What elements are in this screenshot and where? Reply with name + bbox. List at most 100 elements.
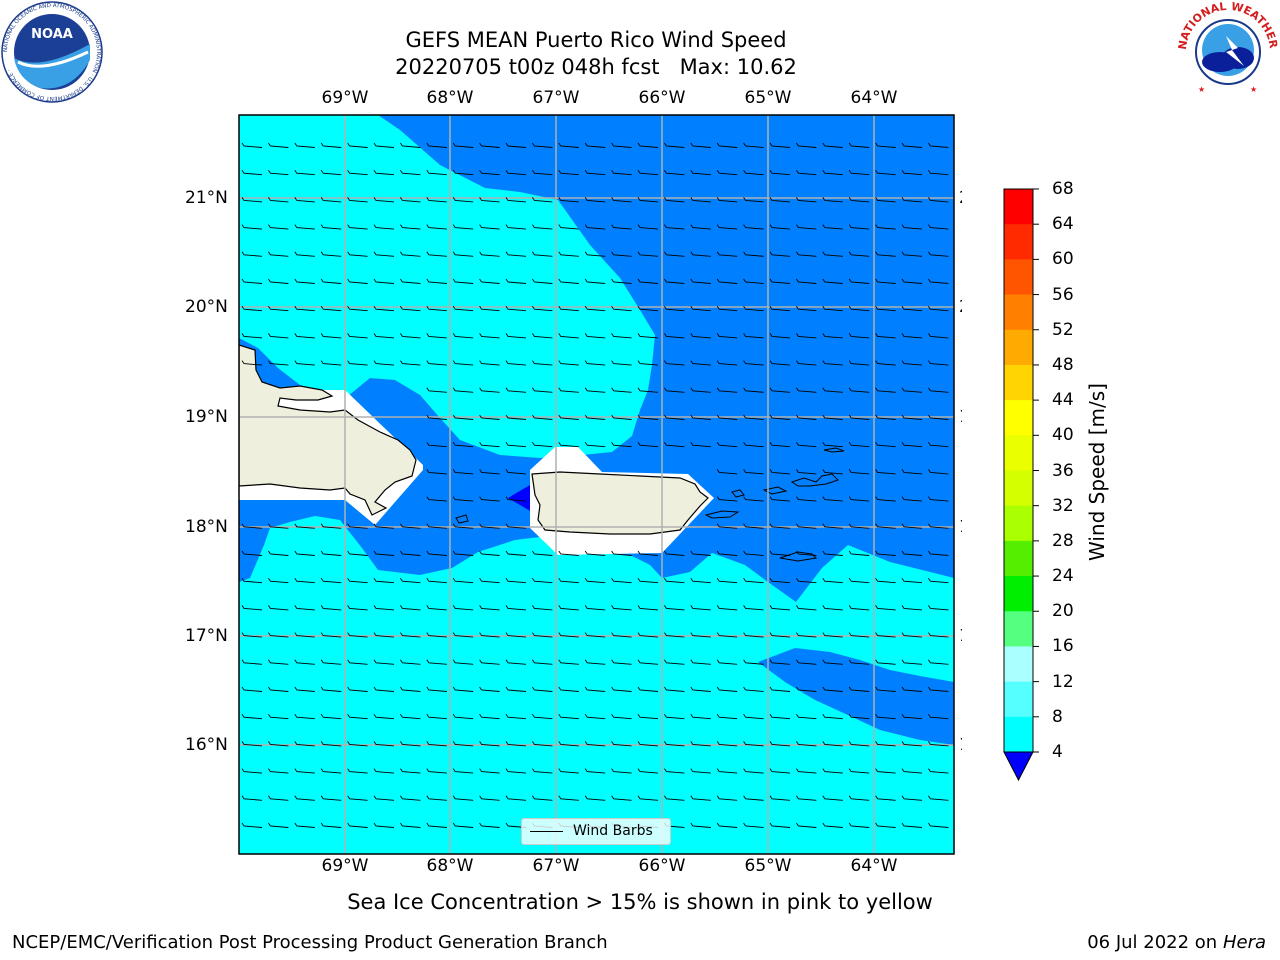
wind-barb [373, 659, 395, 665]
wind-barb [505, 333, 527, 339]
wind-barb [690, 387, 711, 393]
wind-barb [796, 169, 817, 176]
wind-barb [532, 713, 553, 720]
legend: Wind Barbs [521, 818, 671, 845]
wind-barb [320, 577, 342, 584]
wind-barb [241, 224, 263, 230]
wind-barb [690, 278, 711, 284]
wind-barb [426, 686, 447, 692]
wind-barb [875, 441, 896, 448]
wind-barb [822, 305, 843, 312]
wind-barb [505, 251, 527, 257]
wind-barb [505, 387, 527, 393]
wind-barb [901, 822, 923, 828]
wind-barb [928, 496, 949, 502]
wind-barb [848, 387, 870, 393]
wind-barb [716, 224, 738, 230]
wind-barb [452, 741, 474, 747]
wind-barb [637, 224, 659, 230]
wind-barb [901, 496, 923, 502]
wind-barb [690, 713, 711, 720]
wind-barb [875, 387, 896, 393]
wind-barb [848, 577, 870, 584]
wind-barb [241, 713, 263, 720]
colorbar-tick-label: 60 [1052, 249, 1074, 270]
wind-barb [505, 441, 527, 448]
wind-barb [822, 523, 843, 529]
wind-barb [241, 305, 263, 312]
wind-barb [241, 360, 263, 366]
wind-barb [875, 414, 896, 420]
wind-barb [875, 360, 896, 366]
wind-barb [294, 822, 315, 828]
wind-barb [796, 605, 817, 611]
wind-barb [320, 822, 342, 828]
wind-barb [347, 523, 368, 529]
wind-barb [716, 795, 738, 801]
wind-barb [743, 387, 764, 393]
wind-barb [373, 768, 395, 774]
wind-barb [637, 741, 659, 747]
wind-barb [769, 169, 791, 176]
wind-barb [532, 414, 553, 420]
lon-tick-top: 67°W [532, 88, 580, 108]
wind-barb [637, 278, 659, 284]
wind-barb [690, 169, 711, 176]
wind-barb [400, 686, 421, 692]
wind-barb [505, 224, 527, 230]
wind-barb [611, 795, 632, 801]
wind-barb [664, 142, 685, 148]
wind-barb [347, 632, 368, 638]
wind-barb [901, 659, 923, 665]
wind-barb [452, 523, 474, 529]
wind-barb [347, 360, 368, 366]
wind-barb [611, 333, 632, 339]
wind-barb [558, 414, 579, 420]
wind-barb [716, 605, 738, 611]
wind-barb [347, 333, 368, 339]
wind-barb [479, 577, 500, 584]
wind-barb [479, 197, 500, 203]
legend-line-icon [530, 831, 563, 832]
colorbar-tick-label: 8 [1052, 706, 1063, 727]
wind-barb [505, 142, 527, 148]
wind-barb [373, 605, 395, 611]
wind-barb [664, 333, 685, 339]
wind-barb [928, 224, 949, 230]
wind-barb [769, 251, 791, 257]
wind-barb [479, 659, 500, 665]
wind-barb [611, 305, 632, 312]
lon-tick-bottom: 69°W [321, 856, 369, 876]
wind-barb [611, 414, 632, 420]
wind-barb [743, 713, 764, 720]
wind-barb [901, 360, 923, 366]
wind-barb [716, 659, 738, 665]
wind-barb [294, 632, 315, 638]
wind-barb [452, 441, 474, 448]
wind-barb [716, 469, 738, 475]
wind-barb [716, 496, 738, 502]
wind-barb [716, 169, 738, 176]
wind-barb [584, 441, 606, 448]
wind-barb [848, 251, 870, 257]
wind-barb [532, 686, 553, 692]
wind-barb [320, 768, 342, 774]
wind-barb [452, 768, 474, 774]
wind-barb [743, 768, 764, 774]
wind-barb [848, 496, 870, 502]
wind-barb [505, 169, 527, 176]
wind-barb [901, 605, 923, 611]
wind-barb [611, 713, 632, 720]
wind-barb [822, 414, 843, 420]
wind-barb [558, 768, 579, 774]
wind-barb [584, 142, 606, 148]
wind-barb [400, 224, 421, 230]
wind-barb [611, 686, 632, 692]
island-culebra [731, 489, 745, 498]
wind-barb [532, 605, 553, 611]
wind-barb [320, 659, 342, 665]
wind-barb [400, 197, 421, 203]
wind-barb [452, 224, 474, 230]
wind-barb [875, 550, 896, 556]
wind-barb [373, 142, 395, 148]
